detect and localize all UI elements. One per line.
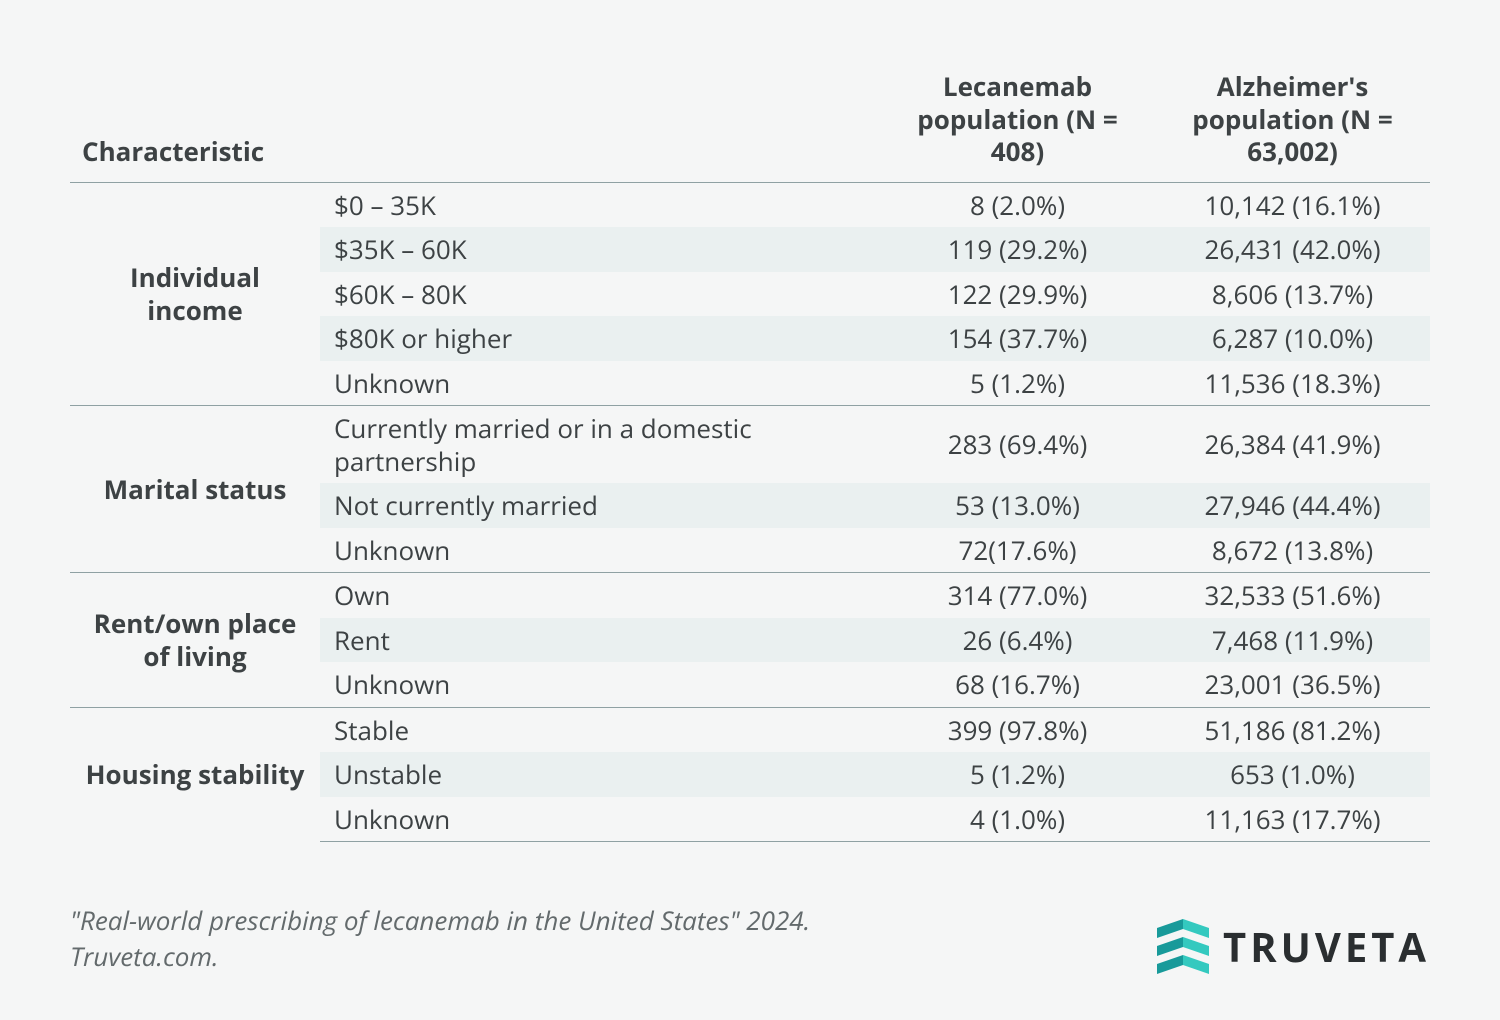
subcategory-label: Unknown [320,528,880,573]
value-alzheimers: 51,186 (81.2%) [1155,707,1430,752]
value-alzheimers: 7,468 (11.9%) [1155,618,1430,663]
subcategory-label: Unknown [320,361,880,406]
header-lecanemab-population: Lecanemab population (N = 408) [880,60,1155,182]
subcategory-label: $35K – 60K [320,227,880,272]
table-row: Housing stabilityStable399 (97.8%)51,186… [70,707,1430,752]
subcategory-label: Own [320,573,880,618]
value-lecanemab: 122 (29.9%) [880,272,1155,317]
citation-text: "Real-world prescribing of lecanemab in … [70,902,830,975]
table-row: Rent/own place of livingOwn314 (77.0%)32… [70,573,1430,618]
value-lecanemab: 5 (1.2%) [880,752,1155,797]
subcategory-label: $60K – 80K [320,272,880,317]
value-lecanemab: 8 (2.0%) [880,182,1155,227]
subcategory-label: $0 – 35K [320,182,880,227]
table-body: Individual income$0 – 35K8 (2.0%)10,142 … [70,182,1430,842]
table-row: Marital statusCurrently married or in a … [70,406,1430,484]
value-alzheimers: 10,142 (16.1%) [1155,182,1430,227]
subcategory-label: $80K or higher [320,316,880,361]
value-lecanemab: 154 (37.7%) [880,316,1155,361]
subcategory-label: Unknown [320,797,880,842]
value-alzheimers: 27,946 (44.4%) [1155,483,1430,528]
value-lecanemab: 5 (1.2%) [880,361,1155,406]
category-label: Rent/own place of living [70,573,320,708]
subcategory-label: Rent [320,618,880,663]
value-lecanemab: 53 (13.0%) [880,483,1155,528]
value-alzheimers: 11,536 (18.3%) [1155,361,1430,406]
subcategory-label: Unknown [320,662,880,707]
table-row: Individual income$0 – 35K8 (2.0%)10,142 … [70,182,1430,227]
value-lecanemab: 119 (29.2%) [880,227,1155,272]
category-label: Housing stability [70,707,320,842]
value-lecanemab: 4 (1.0%) [880,797,1155,842]
value-alzheimers: 8,606 (13.7%) [1155,272,1430,317]
value-alzheimers: 23,001 (36.5%) [1155,662,1430,707]
footer: "Real-world prescribing of lecanemab in … [70,902,1430,975]
value-lecanemab: 68 (16.7%) [880,662,1155,707]
brand-logo: TRUVETA [1157,919,1430,975]
subcategory-label: Currently married or in a domestic partn… [320,406,880,484]
value-lecanemab: 283 (69.4%) [880,406,1155,484]
truveta-logo-icon [1157,919,1209,975]
characteristics-table: Characteristic Lecanemab population (N =… [70,60,1430,842]
value-alzheimers: 8,672 (13.8%) [1155,528,1430,573]
value-alzheimers: 26,384 (41.9%) [1155,406,1430,484]
subcategory-label: Not currently married [320,483,880,528]
value-alzheimers: 11,163 (17.7%) [1155,797,1430,842]
value-lecanemab: 314 (77.0%) [880,573,1155,618]
value-lecanemab: 72(17.6%) [880,528,1155,573]
value-lecanemab: 26 (6.4%) [880,618,1155,663]
header-alzheimers-population: Alzheimer's population (N = 63,002) [1155,60,1430,182]
value-lecanemab: 399 (97.8%) [880,707,1155,752]
category-label: Individual income [70,182,320,406]
brand-name: TRUVETA [1223,919,1430,974]
subcategory-label: Stable [320,707,880,752]
header-characteristic: Characteristic [70,60,880,182]
category-label: Marital status [70,406,320,573]
value-alzheimers: 653 (1.0%) [1155,752,1430,797]
subcategory-label: Unstable [320,752,880,797]
value-alzheimers: 32,533 (51.6%) [1155,573,1430,618]
value-alzheimers: 26,431 (42.0%) [1155,227,1430,272]
value-alzheimers: 6,287 (10.0%) [1155,316,1430,361]
